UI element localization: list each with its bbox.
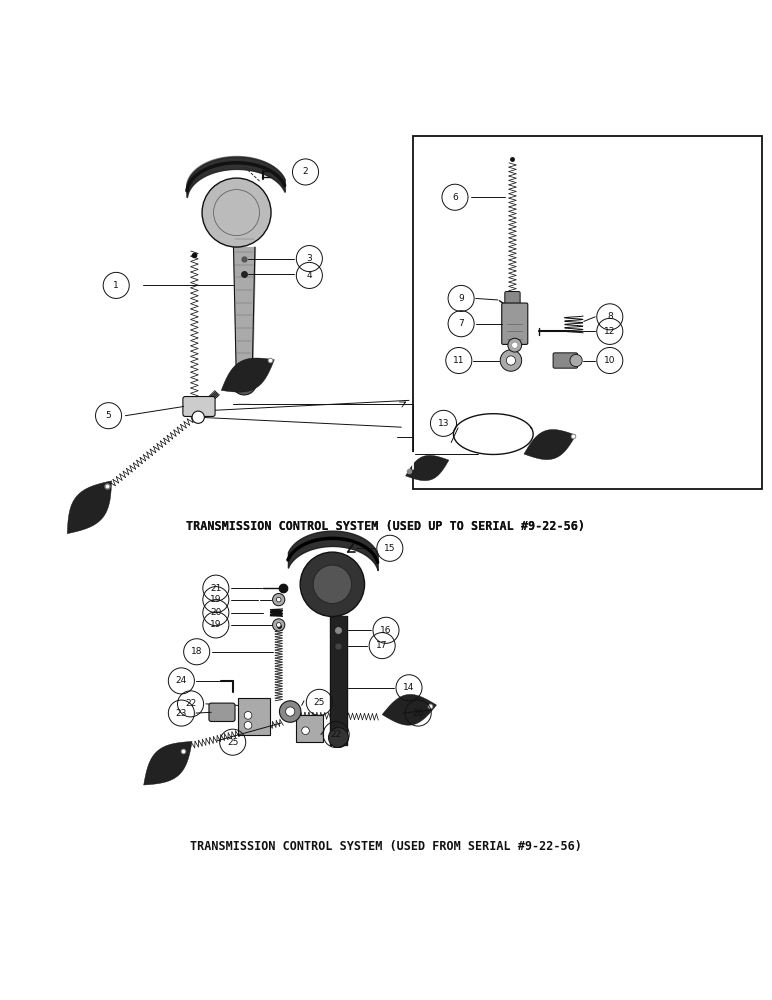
Text: 24: 24 — [176, 676, 187, 685]
FancyBboxPatch shape — [505, 292, 520, 311]
Polygon shape — [382, 694, 436, 725]
Text: 26: 26 — [412, 709, 424, 718]
Circle shape — [279, 701, 301, 722]
Circle shape — [244, 712, 252, 719]
Circle shape — [276, 623, 281, 627]
Circle shape — [512, 342, 518, 348]
Circle shape — [329, 728, 348, 748]
Text: 13: 13 — [438, 419, 449, 428]
Text: 11: 11 — [453, 356, 465, 365]
Text: TRANSMISSION CONTROL SYSTEM (USED FROM SERIAL #9-22-56): TRANSMISSION CONTROL SYSTEM (USED FROM S… — [190, 840, 582, 853]
Polygon shape — [405, 455, 449, 481]
Text: 25: 25 — [313, 698, 325, 707]
Circle shape — [302, 727, 310, 735]
Polygon shape — [524, 430, 576, 460]
Text: 19: 19 — [210, 620, 222, 629]
Text: 3: 3 — [306, 254, 312, 263]
Text: 12: 12 — [604, 327, 615, 336]
Bar — [296, 715, 323, 742]
Text: 4: 4 — [306, 271, 312, 280]
Circle shape — [300, 552, 364, 616]
Text: 9: 9 — [459, 294, 464, 303]
Circle shape — [286, 707, 295, 716]
FancyBboxPatch shape — [183, 397, 215, 416]
Circle shape — [202, 178, 271, 247]
Text: 1: 1 — [113, 281, 119, 290]
Text: 18: 18 — [191, 647, 202, 656]
Text: 14: 14 — [403, 683, 415, 692]
Text: 15: 15 — [384, 544, 395, 553]
Circle shape — [276, 597, 281, 602]
Circle shape — [192, 411, 205, 423]
Text: 19: 19 — [210, 595, 222, 604]
Text: TRANSMISSION CONTROL SYSTEM (USED UP TO SERIAL #9-22-56): TRANSMISSION CONTROL SYSTEM (USED UP TO … — [187, 520, 585, 533]
Text: 21: 21 — [210, 584, 222, 593]
Bar — [238, 698, 270, 735]
Text: 7: 7 — [459, 319, 464, 328]
Circle shape — [500, 350, 522, 371]
Text: 16: 16 — [381, 626, 391, 635]
Polygon shape — [67, 481, 112, 534]
Text: 17: 17 — [377, 641, 388, 650]
Text: 8: 8 — [607, 312, 613, 321]
Text: 20: 20 — [210, 608, 222, 617]
Text: 25: 25 — [227, 738, 239, 747]
FancyBboxPatch shape — [502, 303, 528, 344]
Circle shape — [244, 722, 252, 729]
Text: 23: 23 — [176, 709, 187, 718]
Circle shape — [273, 619, 285, 631]
Circle shape — [273, 594, 285, 606]
Text: TRANSMISSION CONTROL SYSTEM (USED UP TO SERIAL #9-22-56): TRANSMISSION CONTROL SYSTEM (USED UP TO … — [187, 520, 585, 533]
Circle shape — [232, 370, 256, 395]
Circle shape — [506, 356, 516, 365]
Text: 22: 22 — [330, 730, 342, 739]
FancyBboxPatch shape — [553, 353, 577, 368]
Text: 10: 10 — [604, 356, 615, 365]
Circle shape — [508, 338, 522, 352]
Text: 6: 6 — [452, 193, 458, 202]
FancyBboxPatch shape — [209, 703, 235, 722]
Text: 2: 2 — [303, 167, 308, 176]
Text: 5: 5 — [106, 411, 111, 420]
Polygon shape — [144, 741, 192, 785]
Bar — [413, 136, 761, 489]
Text: 22: 22 — [185, 699, 196, 708]
Circle shape — [570, 354, 582, 367]
Circle shape — [313, 565, 351, 603]
Polygon shape — [222, 358, 274, 392]
